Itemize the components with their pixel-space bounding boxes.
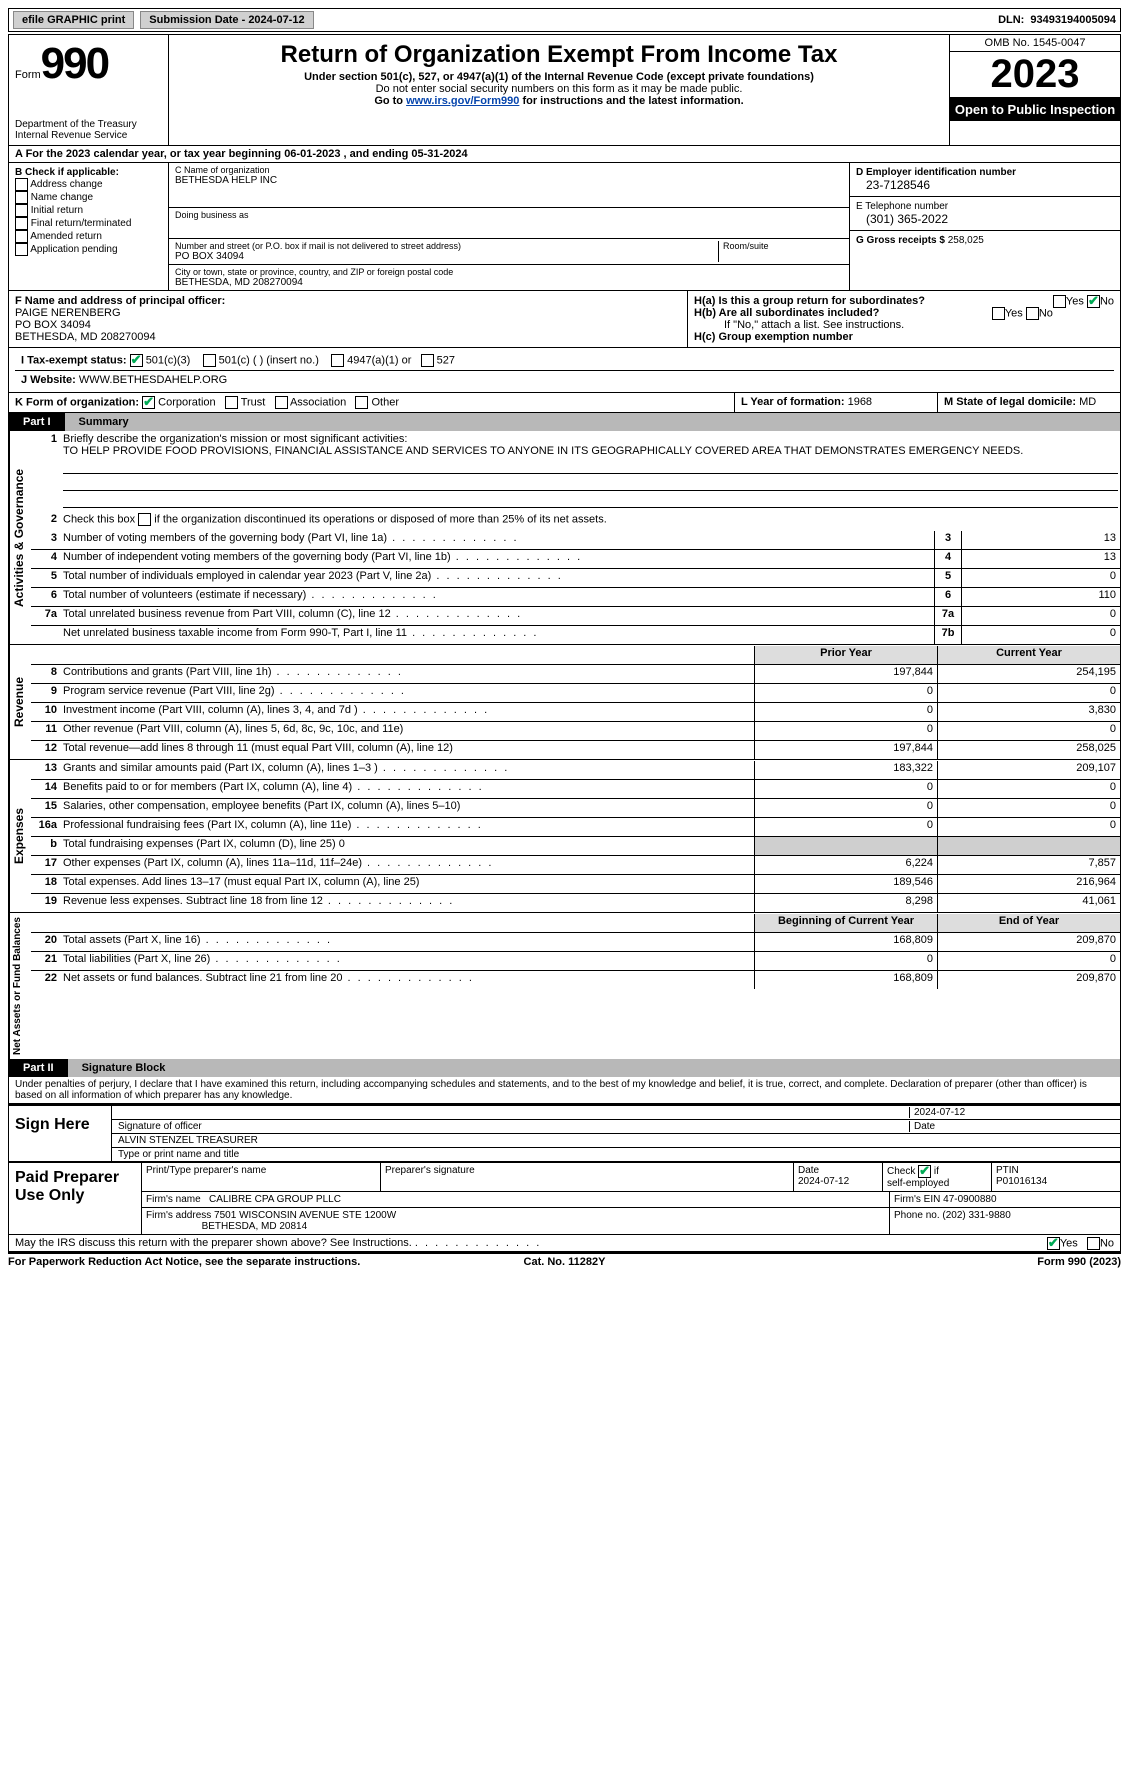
submission-btn[interactable]: Submission Date - 2024-07-12: [140, 11, 313, 29]
form-title: Return of Organization Exempt From Incom…: [175, 41, 943, 69]
cbx-initial[interactable]: [15, 204, 28, 217]
cbx-4947[interactable]: [331, 354, 344, 367]
ha-yes[interactable]: [1053, 295, 1066, 308]
cbx-501c[interactable]: [203, 354, 216, 367]
paid-preparer: Paid Preparer Use Only: [9, 1163, 142, 1234]
footer: For Paperwork Reduction Act Notice, see …: [8, 1252, 1121, 1268]
irs-link[interactable]: www.irs.gov/Form990: [406, 95, 519, 107]
part2-header: Part II Signature Block: [9, 1059, 1120, 1077]
discuss-row: May the IRS discuss this return with the…: [9, 1234, 1120, 1251]
org-name: BETHESDA HELP INC: [175, 175, 843, 186]
omb: OMB No. 1545-0047: [950, 35, 1120, 52]
form-990-label: Form990: [15, 39, 162, 89]
cbx-other[interactable]: [355, 396, 368, 409]
cbx-amended[interactable]: [15, 230, 28, 243]
cbx-corp[interactable]: [142, 396, 155, 409]
phone: (301) 365-2022: [856, 212, 1114, 226]
dln-label: DLN:: [998, 14, 1024, 26]
discuss-no[interactable]: [1087, 1237, 1100, 1250]
cbx-501c3[interactable]: [130, 354, 143, 367]
cbx-self[interactable]: [918, 1165, 931, 1178]
dept-treasury: Department of the Treasury: [15, 119, 162, 130]
hb-yes[interactable]: [992, 307, 1005, 320]
hb-no[interactable]: [1026, 307, 1039, 320]
vlabel-ag: Activities & Governance: [9, 431, 31, 644]
org-city: BETHESDA, MD 208270094: [175, 277, 843, 288]
open-to-public: Open to Public Inspection: [950, 98, 1120, 121]
vlabel-na: Net Assets or Fund Balances: [9, 913, 31, 1059]
website: WWW.BETHESDAHELP.ORG: [79, 374, 227, 386]
firm-name: CALIBRE CPA GROUP PLLC: [209, 1194, 341, 1205]
subtitle-3: Go to www.irs.gov/Form990 for instructio…: [175, 95, 943, 107]
cbx-discontinued[interactable]: [138, 513, 151, 526]
efile-btn[interactable]: efile GRAPHIC print: [13, 11, 134, 29]
form-container: Form990 Department of the Treasury Inter…: [8, 34, 1121, 1252]
col-h: H(a) Is this a group return for subordin…: [688, 291, 1120, 347]
org-address: PO BOX 34094: [175, 251, 718, 262]
top-bar: efile GRAPHIC print Submission Date - 20…: [8, 8, 1121, 32]
cbx-pending[interactable]: [15, 243, 28, 256]
tax-year: 2023: [950, 52, 1120, 98]
cbx-assoc[interactable]: [275, 396, 288, 409]
part1-header: Part I Summary: [9, 413, 1120, 431]
ha-no[interactable]: [1087, 295, 1100, 308]
mission: TO HELP PROVIDE FOOD PROVISIONS, FINANCI…: [63, 445, 1023, 457]
subtitle-1: Under section 501(c), 527, or 4947(a)(1)…: [175, 71, 943, 83]
sign-here: Sign Here: [9, 1106, 112, 1161]
cbx-address[interactable]: [15, 178, 28, 191]
gross-receipts: 258,025: [948, 235, 984, 246]
col-c: C Name of organization BETHESDA HELP INC…: [169, 163, 849, 290]
sig-declaration: Under penalties of perjury, I declare th…: [9, 1077, 1120, 1103]
row-a: A For the 2023 calendar year, or tax yea…: [9, 146, 1120, 163]
col-f: F Name and address of principal officer:…: [9, 291, 688, 347]
col-b: B Check if applicable: Address change Na…: [9, 163, 169, 290]
discuss-yes[interactable]: [1047, 1237, 1060, 1250]
vlabel-exp: Expenses: [9, 760, 31, 912]
col-de: D Employer identification number 23-7128…: [849, 163, 1120, 290]
cbx-527[interactable]: [421, 354, 434, 367]
subtitle-2: Do not enter social security numbers on …: [175, 83, 943, 95]
officer-name: ALVIN STENZEL TREASURER: [118, 1135, 258, 1146]
vlabel-rev: Revenue: [9, 645, 31, 759]
cbx-name[interactable]: [15, 191, 28, 204]
ein: 23-7128546: [856, 178, 1114, 192]
cbx-final[interactable]: [15, 217, 28, 230]
dln-value: 93493194005094: [1030, 14, 1116, 26]
cbx-trust[interactable]: [225, 396, 238, 409]
dept-irs: Internal Revenue Service: [15, 130, 162, 141]
